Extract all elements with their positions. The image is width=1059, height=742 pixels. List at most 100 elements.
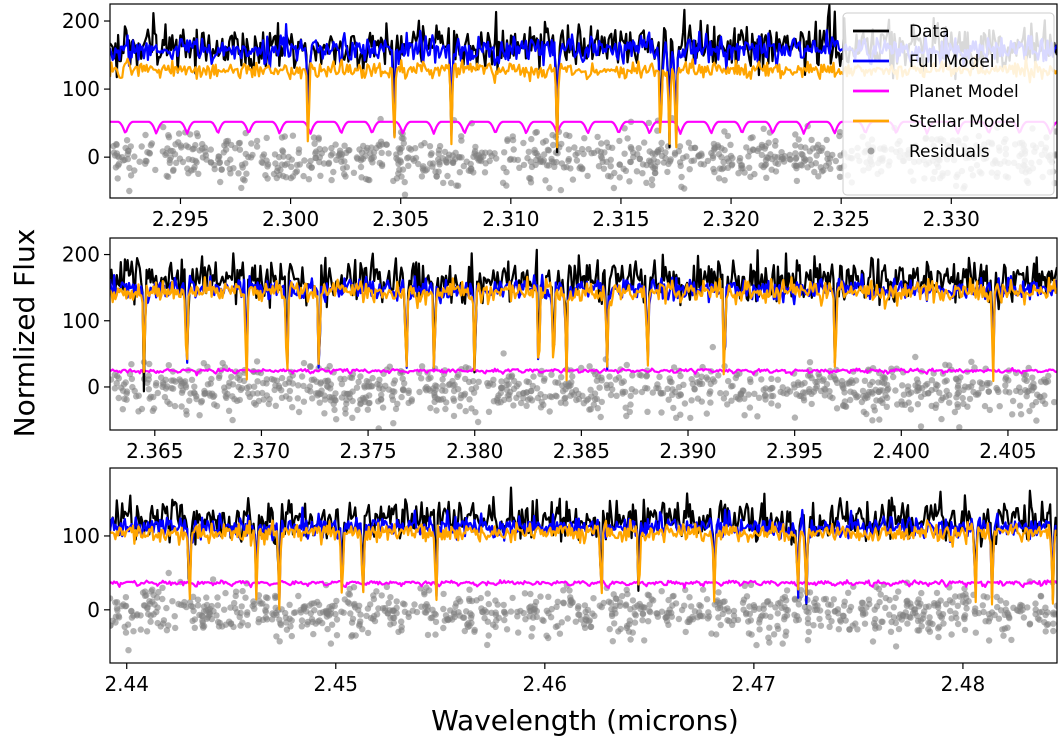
residual-point	[550, 141, 557, 149]
residual-point	[754, 413, 761, 420]
residual-point	[298, 623, 305, 630]
residual-point	[260, 151, 268, 158]
residual-point	[600, 165, 608, 172]
y-axis-label: Normlized Flux	[8, 229, 41, 438]
residual-point	[515, 391, 523, 398]
residual-point	[895, 588, 902, 595]
residual-point	[781, 613, 788, 620]
residual-point	[737, 390, 744, 397]
residual-point	[811, 168, 818, 176]
residual-point	[443, 158, 450, 166]
residual-point	[818, 147, 825, 154]
residual-point	[347, 610, 354, 617]
residual-point	[348, 633, 355, 640]
residual-point	[770, 631, 778, 638]
x-tick-label: 2.330	[923, 207, 980, 231]
residual-point	[165, 134, 173, 141]
residual-point	[176, 376, 183, 383]
residual-point	[657, 389, 664, 397]
residual-point	[635, 145, 642, 152]
residual-point	[792, 142, 799, 149]
residual-point	[553, 393, 560, 400]
residual-point	[543, 632, 550, 639]
residual-point	[191, 383, 198, 390]
residual-point	[875, 388, 882, 395]
residual-point	[379, 605, 387, 612]
residual-point	[869, 638, 877, 645]
residual-point	[664, 385, 671, 392]
residual-point	[333, 597, 340, 605]
residual-point	[115, 375, 123, 382]
panels-group: 2.295 2.300 2.305 2.310 2.315 2.320 2.325 2.330…	[62, 3, 1058, 696]
residual-point	[707, 380, 714, 388]
residual-point	[271, 151, 279, 158]
residual-point	[515, 380, 522, 388]
residual-point	[1030, 384, 1037, 391]
residual-point	[331, 406, 338, 414]
residual-point	[768, 400, 775, 407]
residual-point	[846, 607, 853, 614]
residual-point	[349, 615, 357, 622]
residual-point	[541, 151, 548, 158]
residual-point	[384, 610, 392, 617]
residual-point	[975, 609, 982, 617]
residual-point	[688, 603, 695, 610]
residual-point	[254, 378, 261, 385]
residual-point	[704, 376, 711, 383]
residual-point	[579, 145, 586, 153]
residual-point	[954, 403, 962, 411]
residual-point	[586, 363, 593, 370]
residual-point	[774, 622, 781, 630]
residual-point	[160, 123, 167, 131]
residual-point	[112, 619, 119, 626]
residual-point	[399, 386, 407, 394]
residual-point	[115, 394, 122, 402]
residual-point	[398, 623, 405, 631]
residual-point	[935, 633, 942, 641]
residual-point	[300, 172, 307, 180]
residual-point	[450, 387, 458, 395]
y-tick-label: 0	[87, 598, 100, 622]
residual-point	[147, 618, 154, 625]
residual-point	[123, 137, 131, 144]
residual-point	[572, 618, 579, 625]
residual-point	[810, 388, 818, 395]
residual-point	[594, 133, 601, 141]
residual-point	[681, 400, 689, 407]
residual-point	[470, 378, 477, 385]
series-stellar-model	[110, 275, 1057, 383]
x-tick-label: 2.385	[553, 439, 610, 463]
residual-point	[1042, 400, 1049, 407]
residual-point	[1036, 609, 1043, 616]
residual-point	[823, 381, 831, 388]
residual-point	[342, 410, 349, 417]
residual-point	[373, 588, 380, 595]
residual-point	[357, 373, 364, 380]
residual-point	[353, 154, 361, 161]
residual-point	[603, 381, 610, 389]
axes-frame-1	[109, 3, 1058, 199]
residual-point	[953, 394, 960, 401]
residual-point	[142, 131, 149, 139]
residual-point	[238, 184, 245, 192]
residual-point	[369, 374, 376, 382]
residual-point	[687, 414, 694, 422]
residual-point	[385, 599, 392, 607]
residual-point	[177, 601, 185, 608]
residual-point	[191, 163, 198, 171]
residual-point	[806, 589, 814, 596]
residual-point	[421, 589, 428, 596]
residual-point	[203, 601, 211, 609]
residual-point	[324, 383, 332, 391]
residual-point	[763, 154, 770, 161]
residual-point	[658, 409, 665, 416]
y-tick-label: 0	[87, 375, 100, 399]
residual-point	[411, 601, 418, 608]
residual-point	[246, 393, 253, 401]
residual-point	[735, 170, 742, 177]
residual-point	[489, 621, 497, 628]
residual-point	[166, 400, 173, 408]
residual-point	[158, 374, 165, 381]
residual-point	[675, 148, 682, 155]
residual-point	[890, 614, 898, 621]
